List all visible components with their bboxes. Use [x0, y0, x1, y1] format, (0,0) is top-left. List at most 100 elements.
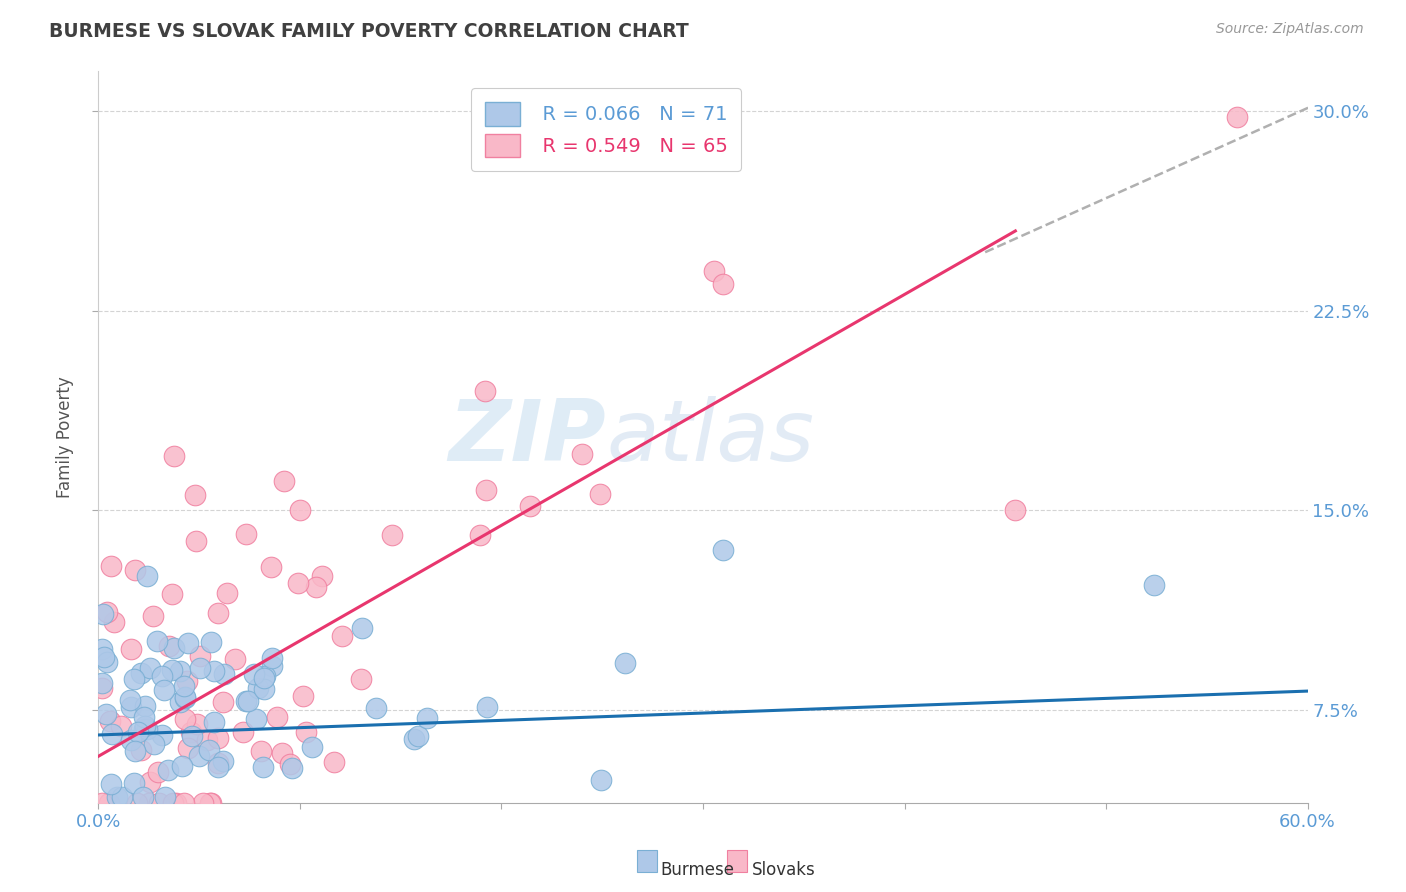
Point — [207, 607, 229, 621]
Point — [120, 642, 142, 657]
Point — [91, 676, 114, 690]
Point — [139, 661, 162, 675]
Point — [474, 384, 496, 399]
Point — [288, 503, 311, 517]
Point — [162, 450, 184, 464]
Point — [519, 499, 541, 513]
Point — [131, 790, 153, 805]
Point — [160, 587, 183, 601]
Point — [243, 667, 266, 681]
Point — [214, 667, 236, 681]
Point — [311, 569, 333, 583]
Point — [215, 585, 238, 599]
Point — [177, 741, 200, 756]
Point — [103, 615, 125, 629]
Point — [93, 649, 115, 664]
Point — [292, 689, 315, 703]
Point — [198, 743, 221, 757]
Point — [350, 672, 373, 686]
Point — [173, 690, 195, 705]
Point — [198, 796, 221, 810]
Point — [207, 756, 229, 771]
Point — [212, 754, 235, 768]
Point — [571, 447, 593, 461]
Point — [195, 732, 218, 747]
Point — [143, 737, 166, 751]
Point — [169, 664, 191, 678]
Point — [184, 488, 207, 502]
Point — [173, 796, 195, 810]
Text: atlas: atlas — [606, 395, 814, 479]
Point — [170, 759, 193, 773]
Point — [260, 559, 283, 574]
Point — [156, 763, 179, 777]
Point — [246, 681, 269, 695]
Point — [589, 487, 612, 501]
Point — [124, 776, 146, 790]
Point — [120, 693, 142, 707]
Point — [188, 748, 211, 763]
Point — [120, 699, 142, 714]
Text: Burmese: Burmese — [661, 861, 735, 879]
Point — [613, 657, 636, 671]
Point — [294, 724, 316, 739]
Point — [287, 575, 309, 590]
Point — [262, 658, 284, 673]
Point — [406, 729, 429, 743]
Point — [129, 665, 152, 680]
Point — [191, 796, 214, 810]
Point — [96, 605, 118, 619]
Point — [91, 796, 114, 810]
Point — [224, 651, 246, 665]
Point — [169, 694, 191, 708]
Point — [124, 563, 146, 577]
Point — [98, 796, 121, 810]
Point — [165, 796, 187, 810]
Point — [148, 796, 170, 810]
Point — [111, 790, 134, 805]
Point — [176, 674, 198, 689]
Point — [270, 746, 292, 760]
Point — [253, 672, 276, 686]
Point — [138, 796, 160, 810]
Point — [254, 668, 277, 682]
Text: Slovaks: Slovaks — [752, 861, 815, 879]
Point — [150, 669, 173, 683]
Point — [212, 695, 235, 709]
Point — [135, 569, 157, 583]
Text: ZIP: ZIP — [449, 395, 606, 479]
Point — [91, 607, 114, 622]
Point — [260, 651, 283, 665]
Point — [110, 719, 132, 733]
Point — [200, 635, 222, 649]
Point — [134, 710, 156, 724]
Point — [136, 723, 159, 737]
Point — [122, 672, 145, 686]
Point — [416, 711, 439, 725]
Point — [366, 700, 388, 714]
Point — [475, 700, 498, 714]
Point — [134, 722, 156, 736]
Point — [163, 640, 186, 655]
Point — [245, 712, 267, 726]
Point — [323, 755, 346, 769]
Point — [184, 533, 207, 548]
Point — [402, 732, 425, 747]
Point — [381, 527, 404, 541]
Point — [120, 732, 142, 747]
Point — [301, 740, 323, 755]
Point — [202, 715, 225, 730]
Point — [100, 558, 122, 573]
Point — [176, 636, 198, 650]
Point — [235, 694, 257, 708]
Point — [100, 777, 122, 791]
Point — [100, 714, 122, 729]
Point — [273, 474, 295, 488]
Point — [180, 725, 202, 739]
Y-axis label: Family Poverty: Family Poverty — [56, 376, 75, 498]
Point — [232, 725, 254, 739]
Text: Source: ZipAtlas.com: Source: ZipAtlas.com — [1216, 22, 1364, 37]
Point — [186, 717, 208, 731]
Point — [202, 665, 225, 679]
Point — [280, 757, 302, 772]
